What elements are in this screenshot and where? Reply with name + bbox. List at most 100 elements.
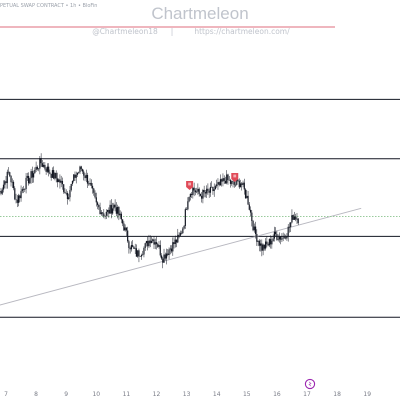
candle-215 <box>267 242 269 247</box>
candle-body <box>175 239 178 243</box>
candle-body <box>142 254 144 256</box>
candle-135 <box>167 249 169 257</box>
candle-body <box>262 244 264 251</box>
candle-body <box>63 184 65 192</box>
x-tick-label-12: 12 <box>153 391 161 398</box>
candle-197 <box>244 188 247 199</box>
candle-body <box>265 241 267 249</box>
candle-body <box>19 195 21 199</box>
candle-113 <box>139 256 141 257</box>
candle-body <box>285 237 287 239</box>
candle-92 <box>113 202 115 211</box>
candle-165 <box>204 190 207 198</box>
candle-223 <box>277 234 279 242</box>
candle-193 <box>239 179 242 188</box>
marker-1 <box>231 173 239 182</box>
candle-24 <box>27 172 30 186</box>
candle-body <box>259 243 262 246</box>
candle-229 <box>285 234 287 240</box>
candle-81 <box>99 202 101 215</box>
candle-body <box>207 188 209 191</box>
candle-body <box>125 227 127 231</box>
candle-133 <box>164 252 166 261</box>
candle-139 <box>172 237 174 256</box>
candle-195 <box>242 180 244 188</box>
candle-body <box>147 240 149 247</box>
candle-body <box>241 183 243 185</box>
candle-body <box>295 216 297 220</box>
candle-body <box>249 209 252 213</box>
candle-182 <box>226 170 228 185</box>
candle-body <box>270 239 272 245</box>
candle-129 <box>159 240 161 258</box>
candle-239 <box>297 218 299 226</box>
candle-152 <box>188 196 190 203</box>
candle-12 <box>12 180 15 191</box>
candle-100 <box>123 221 125 231</box>
candle-body <box>177 234 179 243</box>
candle-22 <box>25 173 27 194</box>
candle-body <box>282 237 284 239</box>
candle-body <box>133 246 135 249</box>
candle-body <box>100 212 102 215</box>
candle-107 <box>132 240 134 248</box>
candle-96 <box>118 205 120 221</box>
candle-body <box>80 166 82 170</box>
candle-201 <box>249 206 252 217</box>
candle-79 <box>96 201 99 210</box>
candle-body <box>196 191 198 193</box>
candle-body <box>188 196 190 202</box>
candle-108 <box>133 246 135 249</box>
candle-body <box>139 256 141 257</box>
candle-144 <box>178 232 180 239</box>
candle-body <box>51 170 54 178</box>
candle-166 <box>206 185 208 198</box>
candle-125 <box>154 238 156 250</box>
candle-body <box>290 222 292 228</box>
candle-body <box>33 173 35 178</box>
candle-body <box>291 215 293 223</box>
candle-body <box>30 171 32 179</box>
candle-231 <box>287 224 289 242</box>
candle-body <box>165 253 168 259</box>
candle-216 <box>268 238 270 248</box>
candle-94 <box>115 202 117 217</box>
candle-body <box>41 163 43 167</box>
candle-163 <box>202 188 204 204</box>
candle-175 <box>217 178 219 190</box>
watermark-handle: @Chartmeleon18 <box>92 27 158 36</box>
candle-body <box>15 199 17 200</box>
candle-body <box>162 258 164 263</box>
candle-body <box>183 225 185 229</box>
candle-body <box>267 244 269 246</box>
candle-210 <box>261 239 263 257</box>
candle-body <box>119 213 121 216</box>
x-tick-label-14: 14 <box>213 391 221 398</box>
candle-body <box>194 190 196 193</box>
candle-200 <box>248 202 250 211</box>
replay-icon[interactable] <box>304 378 316 390</box>
candle-body <box>286 236 288 239</box>
x-tick-label-13: 13 <box>183 391 191 398</box>
candle-body <box>94 192 96 198</box>
candle-body <box>157 244 159 247</box>
candle-103 <box>127 226 129 243</box>
candle-body <box>81 169 84 172</box>
candle-body <box>58 179 60 183</box>
candle-143 <box>177 228 179 244</box>
candle-body <box>186 209 188 210</box>
candle-body <box>53 170 55 179</box>
candle-body <box>268 239 270 246</box>
watermark-url: https://chartmeleon.com/ <box>194 27 290 36</box>
candle-97 <box>119 210 121 219</box>
candle-body <box>257 240 259 242</box>
candle-body <box>144 243 146 248</box>
candle-body <box>48 166 50 173</box>
candle-body <box>2 184 5 190</box>
candle-body <box>178 234 180 236</box>
candle-236 <box>293 211 296 220</box>
candle-209 <box>259 239 262 252</box>
candle-172 <box>213 183 215 197</box>
candle-body <box>276 234 278 240</box>
candle-226 <box>281 233 283 243</box>
